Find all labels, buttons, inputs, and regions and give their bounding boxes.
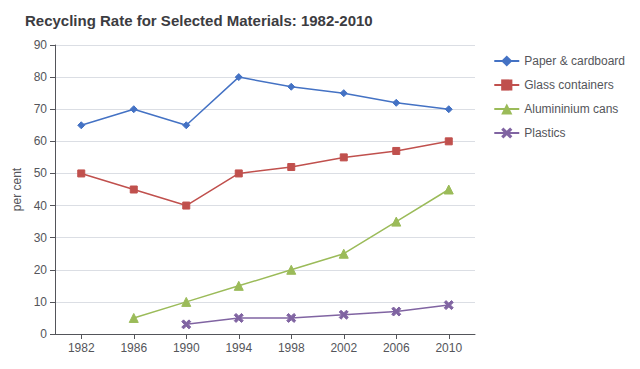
svg-text:60: 60 [34, 134, 48, 148]
svg-text:1990: 1990 [173, 341, 200, 355]
svg-text:Paper & cardboard: Paper & cardboard [524, 54, 625, 68]
svg-text:1998: 1998 [278, 341, 305, 355]
svg-text:20: 20 [34, 263, 48, 277]
svg-text:1986: 1986 [120, 341, 147, 355]
svg-text:30: 30 [34, 231, 48, 245]
svg-text:40: 40 [34, 199, 48, 213]
svg-text:1994: 1994 [225, 341, 252, 355]
svg-text:70: 70 [34, 102, 48, 116]
svg-text:80: 80 [34, 70, 48, 84]
svg-text:Alumininium cans: Alumininium cans [524, 102, 618, 116]
svg-text:50: 50 [34, 166, 48, 180]
svg-text:per cent: per cent [10, 167, 24, 211]
svg-text:Glass containers: Glass containers [524, 78, 613, 92]
svg-text:0: 0 [40, 327, 47, 341]
svg-text:10: 10 [34, 295, 48, 309]
svg-text:2010: 2010 [435, 341, 462, 355]
svg-text:2002: 2002 [330, 341, 357, 355]
svg-text:1982: 1982 [68, 341, 95, 355]
svg-text:Recycling Rate for Selected Ma: Recycling Rate for Selected Materials: 1… [25, 12, 373, 29]
svg-text:Plastics: Plastics [524, 126, 565, 140]
svg-text:2006: 2006 [383, 341, 410, 355]
svg-text:90: 90 [34, 38, 48, 52]
